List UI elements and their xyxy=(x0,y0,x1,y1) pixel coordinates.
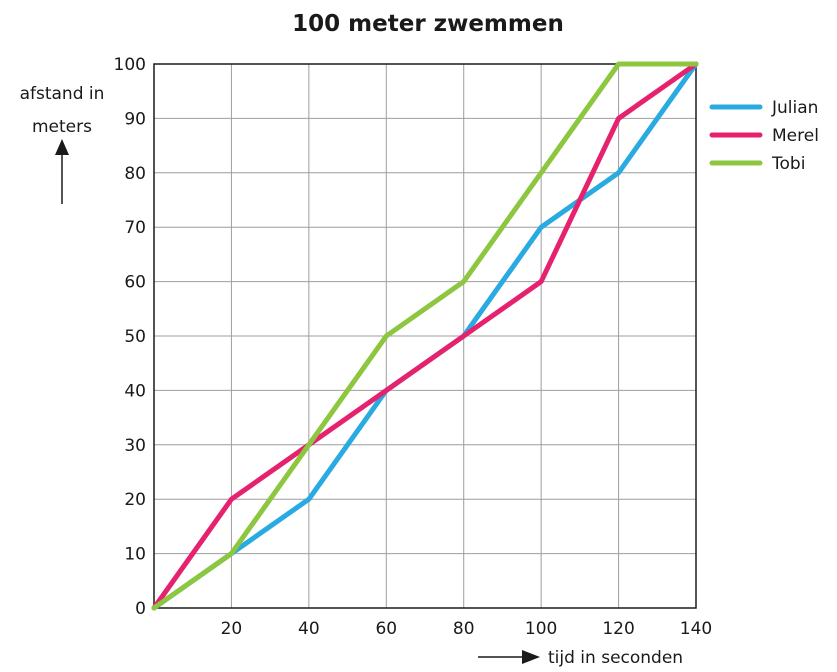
y-tick-label: 30 xyxy=(124,436,146,456)
chart-title: 100 meter zwemmen xyxy=(292,11,564,37)
x-tick-label: 120 xyxy=(602,619,634,639)
y-tick-label: 80 xyxy=(124,164,146,184)
y-tick-label: 100 xyxy=(114,55,146,75)
y-axis-label-line1: afstand in xyxy=(20,84,105,104)
y-tick-label: 20 xyxy=(124,490,146,510)
plot-frame xyxy=(153,63,697,609)
x-axis-label: tijd in seconden xyxy=(548,648,683,668)
x-tick-label: 40 xyxy=(298,619,320,639)
legend: Julian Merel Tobi xyxy=(709,98,819,174)
grid xyxy=(154,64,696,608)
y-tick-label: 40 xyxy=(124,381,146,401)
x-tick-label: 80 xyxy=(453,619,475,639)
x-tick-label: 20 xyxy=(221,619,243,639)
x-tick-label: 100 xyxy=(525,619,557,639)
x-tick-label: 60 xyxy=(375,619,397,639)
x-axis-arrow-icon xyxy=(478,650,540,664)
y-tick-label: 70 xyxy=(124,218,146,238)
y-tick-labels: 0 10 20 30 40 50 60 70 80 90 100 xyxy=(114,55,146,619)
y-tick-label: 10 xyxy=(124,545,146,565)
series-lines xyxy=(151,61,699,611)
y-axis-label-line2: meters xyxy=(32,117,92,137)
series-line-tobi xyxy=(151,61,699,611)
legend-label-tobi: Tobi xyxy=(771,154,805,174)
y-tick-label: 0 xyxy=(135,599,146,619)
legend-label-merel: Merel xyxy=(772,126,819,146)
x-tick-labels: 20 40 60 80 100 120 140 xyxy=(221,619,713,639)
y-tick-label: 90 xyxy=(124,109,146,129)
x-tick-label: 140 xyxy=(680,619,712,639)
legend-label-julian: Julian xyxy=(771,98,818,118)
y-tick-label: 50 xyxy=(124,327,146,347)
y-tick-label: 60 xyxy=(124,273,146,293)
series-line-merel xyxy=(151,61,699,611)
y-axis-arrow-icon xyxy=(55,139,69,204)
